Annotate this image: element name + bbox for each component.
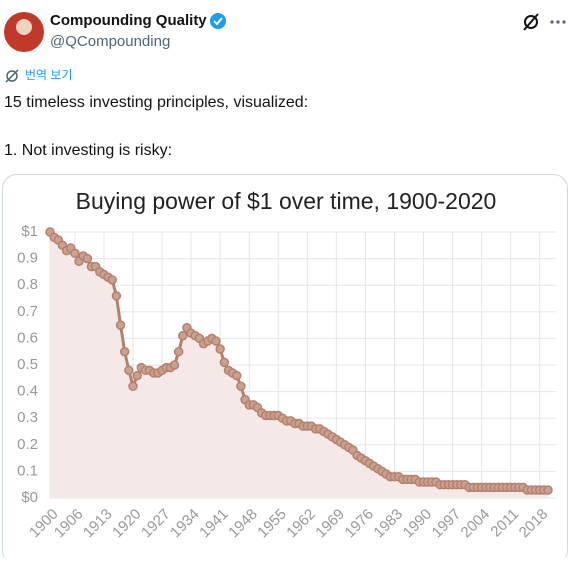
verified-check: [213, 17, 223, 26]
y-tick-label: 0.1: [17, 462, 38, 479]
area-fill: [50, 232, 548, 498]
point: [215, 344, 225, 354]
point: [219, 357, 230, 368]
y-tick-label: 0.8: [17, 276, 38, 293]
point: [124, 365, 134, 376]
point: [115, 320, 126, 330]
y-tick-label: 0.2: [17, 436, 38, 453]
y-tick-label: 0.9: [17, 250, 38, 267]
verified-badge: [210, 13, 226, 29]
point: [236, 381, 246, 392]
point: [211, 336, 221, 346]
point: [132, 370, 142, 381]
point: [70, 248, 80, 259]
point: [111, 291, 122, 301]
tweet-text: 1. Not investing is risky:: [4, 142, 172, 159]
avatar-face: [16, 19, 32, 35]
translate-link[interactable]: 번역 보기: [25, 68, 73, 82]
translate-icon: [5, 69, 19, 83]
point: [82, 253, 93, 264]
point: [119, 346, 130, 357]
y-tick-label: 0.7: [17, 303, 38, 320]
y-tick-label: 0.6: [17, 329, 38, 346]
grok-icon[interactable]: [523, 13, 539, 31]
point: [169, 360, 180, 370]
tweet-text: 15 timeless investing principles, visual…: [4, 94, 308, 111]
y-tick-label: 0.4: [17, 383, 38, 400]
y-tick-label: $0: [21, 489, 38, 506]
point: [173, 346, 184, 357]
y-tick-label: 0.3: [17, 409, 38, 426]
chart-title: Buying power of $1 over time, 1900-2020: [76, 188, 497, 214]
point: [178, 330, 188, 341]
point: [107, 275, 117, 285]
y-tick-label: $1: [21, 223, 38, 240]
author-handle[interactable]: @QCompounding: [50, 33, 170, 50]
point: [543, 485, 553, 495]
more-button[interactable]: [550, 20, 566, 24]
author-name[interactable]: Compounding Quality: [50, 12, 207, 29]
point: [128, 381, 138, 392]
y-tick-label: 0.5: [17, 356, 38, 373]
point: [232, 370, 242, 381]
